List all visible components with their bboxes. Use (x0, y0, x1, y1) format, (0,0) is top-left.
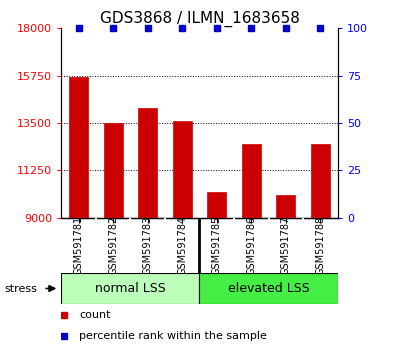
Bar (61, 273, 199, 304)
Text: GSM591781: GSM591781 (73, 216, 83, 275)
Bar (173, 121, 192, 218)
Text: GSM591787: GSM591787 (281, 216, 291, 275)
Title: GDS3868 / ILMN_1683658: GDS3868 / ILMN_1683658 (100, 11, 299, 27)
Bar (199, 273, 338, 304)
Bar (103, 123, 122, 218)
Bar (207, 193, 226, 218)
Text: GSM591786: GSM591786 (246, 216, 256, 275)
Bar (69, 77, 88, 218)
Bar (138, 108, 157, 218)
Bar (276, 195, 295, 218)
Text: GSM591783: GSM591783 (143, 216, 152, 275)
Text: GSM591782: GSM591782 (108, 216, 118, 275)
Text: GSM591785: GSM591785 (212, 216, 222, 275)
Text: GSM591784: GSM591784 (177, 216, 187, 275)
Bar (311, 144, 330, 218)
Text: stress: stress (4, 284, 37, 293)
Text: count: count (79, 310, 111, 320)
Text: percentile rank within the sample: percentile rank within the sample (79, 331, 267, 341)
Text: elevated LSS: elevated LSS (228, 282, 309, 295)
Text: normal LSS: normal LSS (95, 282, 166, 295)
Text: GSM591788: GSM591788 (316, 216, 325, 275)
Bar (242, 144, 261, 218)
